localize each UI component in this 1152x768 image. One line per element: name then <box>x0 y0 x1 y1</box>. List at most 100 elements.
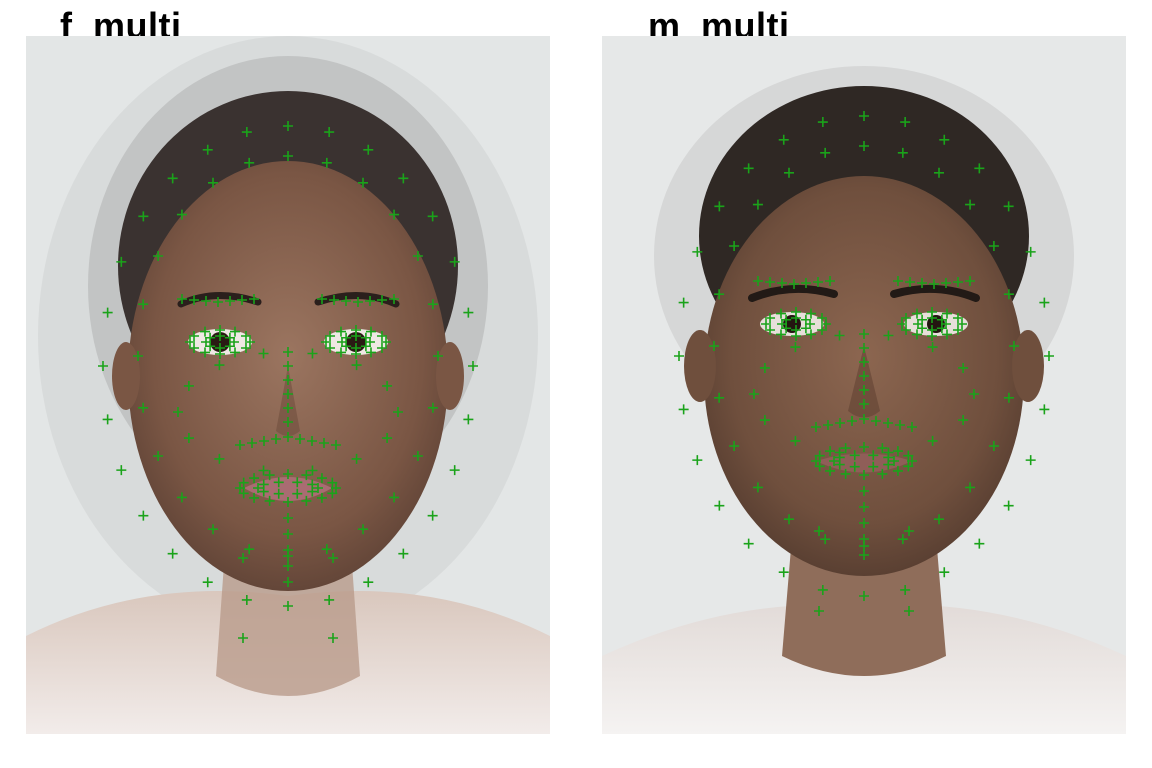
landmark-marker <box>859 343 869 353</box>
landmark-marker <box>859 442 869 452</box>
landmark-marker <box>116 465 127 476</box>
landmark-marker <box>939 134 950 145</box>
landmark-marker <box>958 415 969 426</box>
landmark-marker <box>328 633 338 643</box>
landmark-marker <box>224 341 235 352</box>
landmark-marker <box>941 278 951 288</box>
landmark-marker <box>183 380 194 391</box>
landmark-marker <box>965 482 976 493</box>
landmark-marker <box>883 452 894 463</box>
landmark-marker <box>341 296 351 306</box>
landmark-marker <box>427 299 438 310</box>
landmark-marker <box>183 433 194 444</box>
landmark-marker <box>389 492 400 503</box>
landmark-marker <box>427 510 438 521</box>
face-image-f-multi <box>26 36 550 734</box>
landmark-marker <box>969 389 979 399</box>
landmark-marker <box>849 450 860 461</box>
landmark-marker <box>743 538 754 549</box>
landmark-marker <box>102 414 113 425</box>
landmark-marker <box>825 465 836 476</box>
landmark-marker <box>327 488 338 499</box>
landmark-marker <box>816 313 827 323</box>
landmark-marker <box>283 529 293 539</box>
landmark-marker <box>273 477 284 488</box>
landmark-marker <box>189 343 200 353</box>
landmark-marker <box>877 468 888 479</box>
landmark-marker <box>776 308 786 319</box>
landmark-marker <box>245 337 255 347</box>
landmark-marker <box>283 432 293 442</box>
landmark-marker <box>761 319 771 329</box>
landmark-marker <box>202 144 213 155</box>
landmark-marker <box>907 456 917 466</box>
landmark-marker <box>1044 351 1054 361</box>
landmark-marker <box>360 341 371 352</box>
landmark-marker <box>382 433 393 444</box>
landmark-marker <box>153 251 164 261</box>
landmark-marker <box>912 329 922 340</box>
landmark-marker <box>859 329 869 339</box>
landmark-marker <box>714 201 725 212</box>
landmark-marker <box>167 548 178 559</box>
landmark-marker <box>801 278 811 288</box>
landmark-marker <box>283 497 293 507</box>
landmark-marker <box>893 276 903 286</box>
landmark-marker <box>138 510 149 521</box>
landmark-marker <box>939 567 950 578</box>
landmark-marker <box>215 343 225 353</box>
landmark-marker <box>814 526 824 536</box>
landmark-marker <box>823 420 833 430</box>
landmark-marker <box>897 534 908 545</box>
landmark-marker <box>241 127 252 138</box>
landmark-marker <box>859 518 869 528</box>
landmark-marker <box>957 319 967 329</box>
landmark-marker <box>883 330 894 341</box>
landmark-marker <box>258 479 269 490</box>
landmark-marker <box>249 473 260 484</box>
landmark-marker <box>341 332 352 343</box>
landmark-marker <box>138 299 149 310</box>
landmark-marker <box>790 435 801 446</box>
landmark-marker <box>778 567 789 578</box>
landmark-marker <box>301 495 312 506</box>
landmark-marker <box>929 279 939 289</box>
landmark-marker <box>927 435 938 446</box>
landmark-marker <box>900 117 911 128</box>
landmark-marker <box>433 351 443 361</box>
landmark-marker <box>883 418 893 428</box>
landmark-marker <box>936 314 947 325</box>
landmark-marker <box>953 277 963 287</box>
landmark-marker <box>791 325 801 335</box>
landmark-marker <box>213 297 223 307</box>
landmark-marker <box>253 483 263 493</box>
landmark-marker <box>283 513 293 523</box>
landmark-marker <box>328 553 338 563</box>
landmark-marker <box>859 414 869 424</box>
landmark-marker <box>427 211 438 222</box>
landmark-marker <box>988 441 999 451</box>
landmark-marker <box>904 606 914 616</box>
landmark-marker <box>897 147 908 158</box>
landmark-marker <box>202 577 213 588</box>
landmark-marker <box>817 117 828 128</box>
landmark-marker <box>678 404 689 415</box>
landmark-marker <box>316 492 327 503</box>
landmark-marker <box>825 446 836 457</box>
landmark-marker <box>283 601 293 611</box>
landmark-marker <box>778 134 789 145</box>
landmark-marker <box>859 470 869 480</box>
landmark-marker <box>811 422 821 432</box>
landmark-marker <box>329 295 339 305</box>
landmark-marker <box>958 362 969 373</box>
landmark-marker <box>360 332 371 343</box>
landmark-marker <box>358 177 368 188</box>
landmark-marker <box>825 276 835 286</box>
landmark-marker <box>859 591 869 601</box>
landmark-marker <box>900 584 911 595</box>
landmark-marker <box>988 241 999 251</box>
landmark-marker <box>806 329 816 340</box>
landmark-marker <box>814 450 825 461</box>
landmark-marker <box>116 256 127 267</box>
landmark-marker <box>283 417 293 427</box>
